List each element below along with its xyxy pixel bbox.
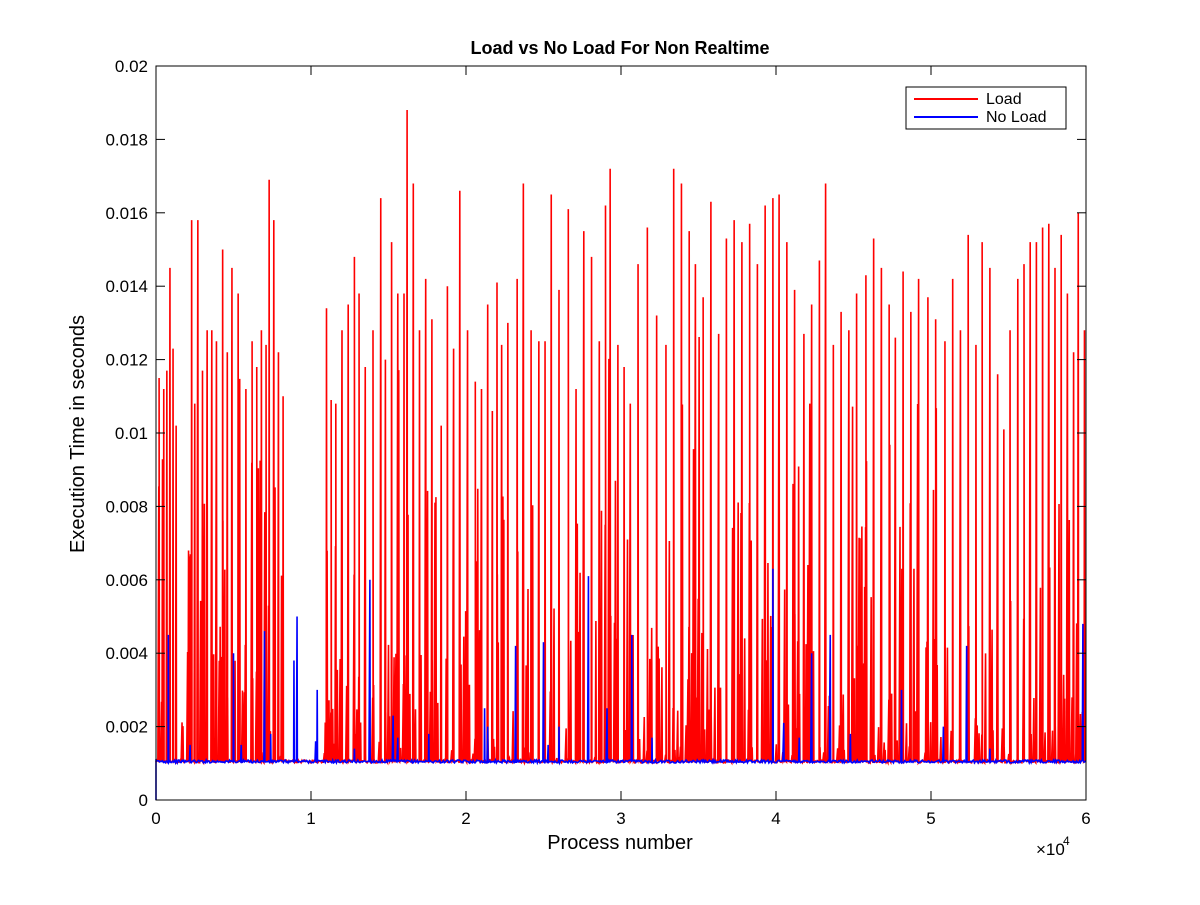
y-tick-label: 0.008 bbox=[105, 497, 148, 516]
y-tick-label: 0.004 bbox=[105, 644, 148, 663]
chart-title: Load vs No Load For Non Realtime bbox=[470, 38, 769, 58]
x-tick-label: 0 bbox=[151, 809, 160, 828]
y-tick-label: 0.01 bbox=[115, 424, 148, 443]
y-axis-label: Execution Time in seconds bbox=[67, 315, 89, 553]
plot-area bbox=[155, 110, 1087, 800]
x-exponent-base: ×10 bbox=[1036, 840, 1065, 859]
x-tick-label: 3 bbox=[616, 809, 625, 828]
x-exponent-label: ×10 4 bbox=[1036, 834, 1070, 859]
y-tick-label: 0.014 bbox=[105, 277, 148, 296]
x-tick-label: 4 bbox=[771, 809, 780, 828]
axes: 0 1 2 3 4 5 6 0 0.002 0.004 0.006 0.008 0.01 0.012 0.0… bbox=[105, 57, 1090, 828]
x-tick-label: 6 bbox=[1081, 809, 1090, 828]
legend-box bbox=[905, 86, 1067, 130]
y-tick-label: 0.016 bbox=[105, 204, 148, 223]
x-tick-label: 2 bbox=[461, 809, 470, 828]
legend-label: Load bbox=[986, 91, 1022, 108]
y-tick-label: 0.002 bbox=[105, 718, 148, 737]
legend-label: No Load bbox=[986, 109, 1047, 126]
x-axis-label: Process number bbox=[547, 832, 693, 854]
x-tick-label: 1 bbox=[306, 809, 315, 828]
series-line-no-load bbox=[155, 568, 1087, 800]
y-tick-label: 0.02 bbox=[115, 57, 148, 76]
y-tick-label: 0 bbox=[139, 791, 148, 810]
y-tick-label: 0.006 bbox=[105, 571, 148, 590]
y-tick-label: 0.018 bbox=[105, 130, 148, 149]
y-tick-label: 0.012 bbox=[105, 351, 148, 370]
x-exponent-power: 4 bbox=[1063, 834, 1070, 848]
x-tick-label: 5 bbox=[926, 809, 935, 828]
